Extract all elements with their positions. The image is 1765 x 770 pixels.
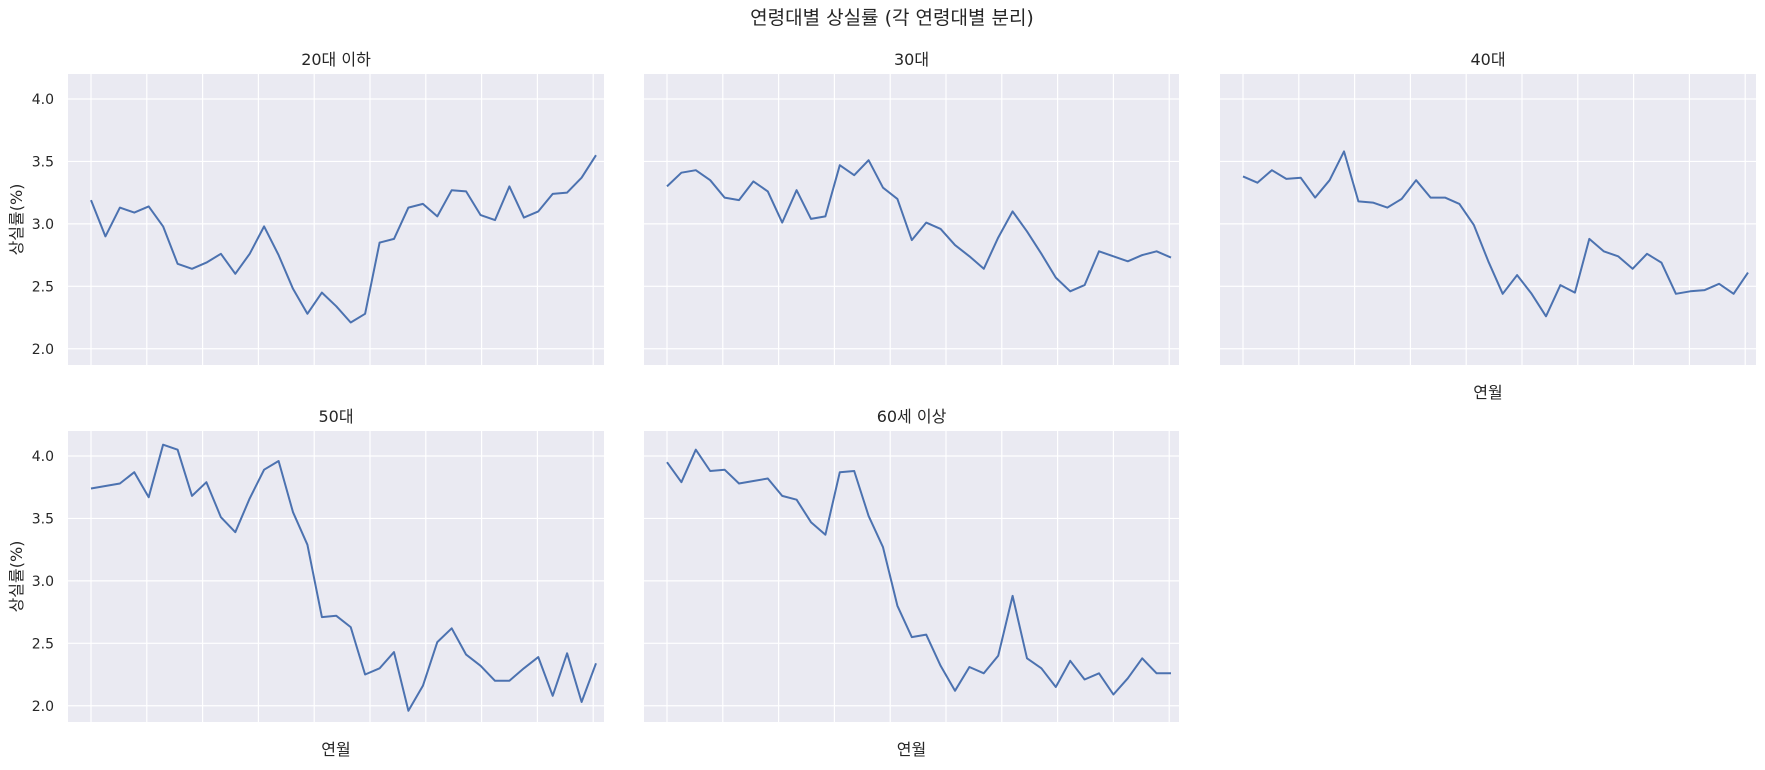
subplot-title: 30대 [894,50,929,69]
subplot-title: 50대 [318,407,353,426]
subplot-2: 30대 [644,50,1179,365]
subplot-title: 60세 이상 [877,407,947,426]
subplot-title: 40대 [1470,50,1505,69]
x-axis-label: 연월 [1473,383,1502,402]
series-line [666,159,1172,293]
plot-area [68,74,604,365]
x-axis-label: 연월 [897,740,926,759]
plot-area [644,431,1179,722]
y-tick-label: 4.0 [32,92,54,108]
y-axis-label: 상실률(%) [7,184,26,256]
y-tick-label: 3.5 [32,154,54,170]
plot-area [1220,74,1756,365]
y-tick-label: 3.0 [32,217,54,233]
series-line [90,443,597,712]
y-tick-label: 3.5 [32,511,54,527]
series-line [666,448,1171,696]
y-tick-label: 2.0 [32,699,54,715]
y-tick-label: 2.5 [32,636,54,652]
plot-area [644,74,1179,365]
y-tick-label: 3.0 [32,574,54,590]
y-tick-label: 2.0 [32,342,54,358]
series-line [90,154,597,324]
series-line [1242,150,1749,318]
y-tick-label: 2.5 [32,279,54,295]
subplot-title: 20대 이하 [301,50,371,69]
y-tick-label: 4.0 [32,449,54,465]
figure-title: 연령대별 상실률 (각 연령대별 분리) [750,7,1034,29]
y-axis-label: 상실률(%) [7,541,26,613]
x-axis-label: 연월 [321,740,350,759]
plot-area [68,431,604,722]
